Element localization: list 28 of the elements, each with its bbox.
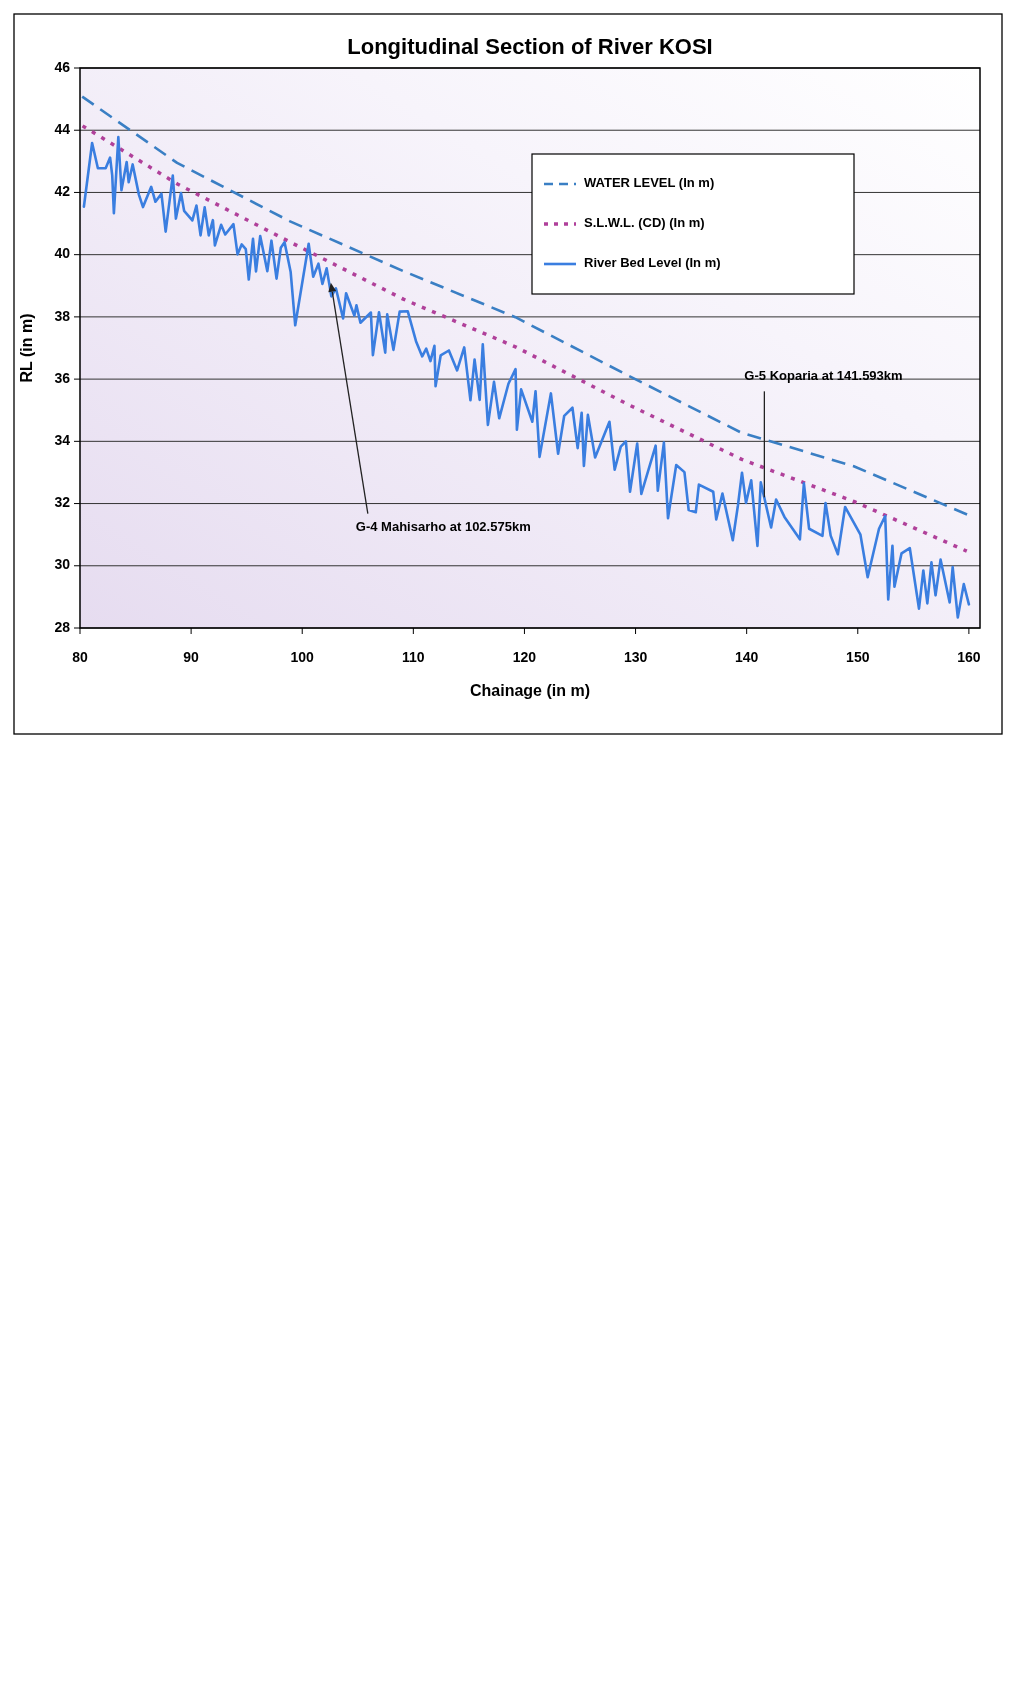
y-axis-title: RL (in m) [18,313,35,383]
y-tick-label: 34 [54,432,71,449]
line-series [82,135,971,619]
x-tick-label: 110 [402,648,425,665]
x-tick-label: 140 [734,648,759,665]
annotation: G-4 Mahisarho at 102.575km [355,518,531,534]
legend-label: S.L.W.L. (CD) (In m) [584,215,705,231]
y-tick-label: 40 [54,245,71,262]
y-tick-label: 46 [54,58,71,75]
x-tick-label: 90 [183,648,200,665]
annotation: G-5 Koparia at 141.593km [744,368,903,384]
y-tick-label: 38 [54,307,71,324]
x-tick-label: 150 [846,648,870,665]
x-tick-label: 100 [290,648,315,665]
x-axis-title: Chainage (in m) [469,682,591,699]
chart-title: Longitudinal Section of River KOSI [347,34,713,59]
y-tick-label: 44 [54,120,71,137]
y-tick-label: 28 [54,618,71,635]
x-tick-label: 120 [512,648,537,665]
y-tick-label: 42 [54,183,71,200]
x-tick-label: 160 [957,648,981,665]
x-tick-label: 130 [623,648,648,665]
x-tick-label: 80 [72,648,88,665]
y-tick-label: 36 [54,369,71,386]
legend-label: River Bed Level (In m) [584,255,721,271]
y-tick-label: 30 [54,556,71,573]
legend-label: WATER LEVEL (In m) [584,175,715,191]
y-tick-label: 32 [54,494,71,511]
